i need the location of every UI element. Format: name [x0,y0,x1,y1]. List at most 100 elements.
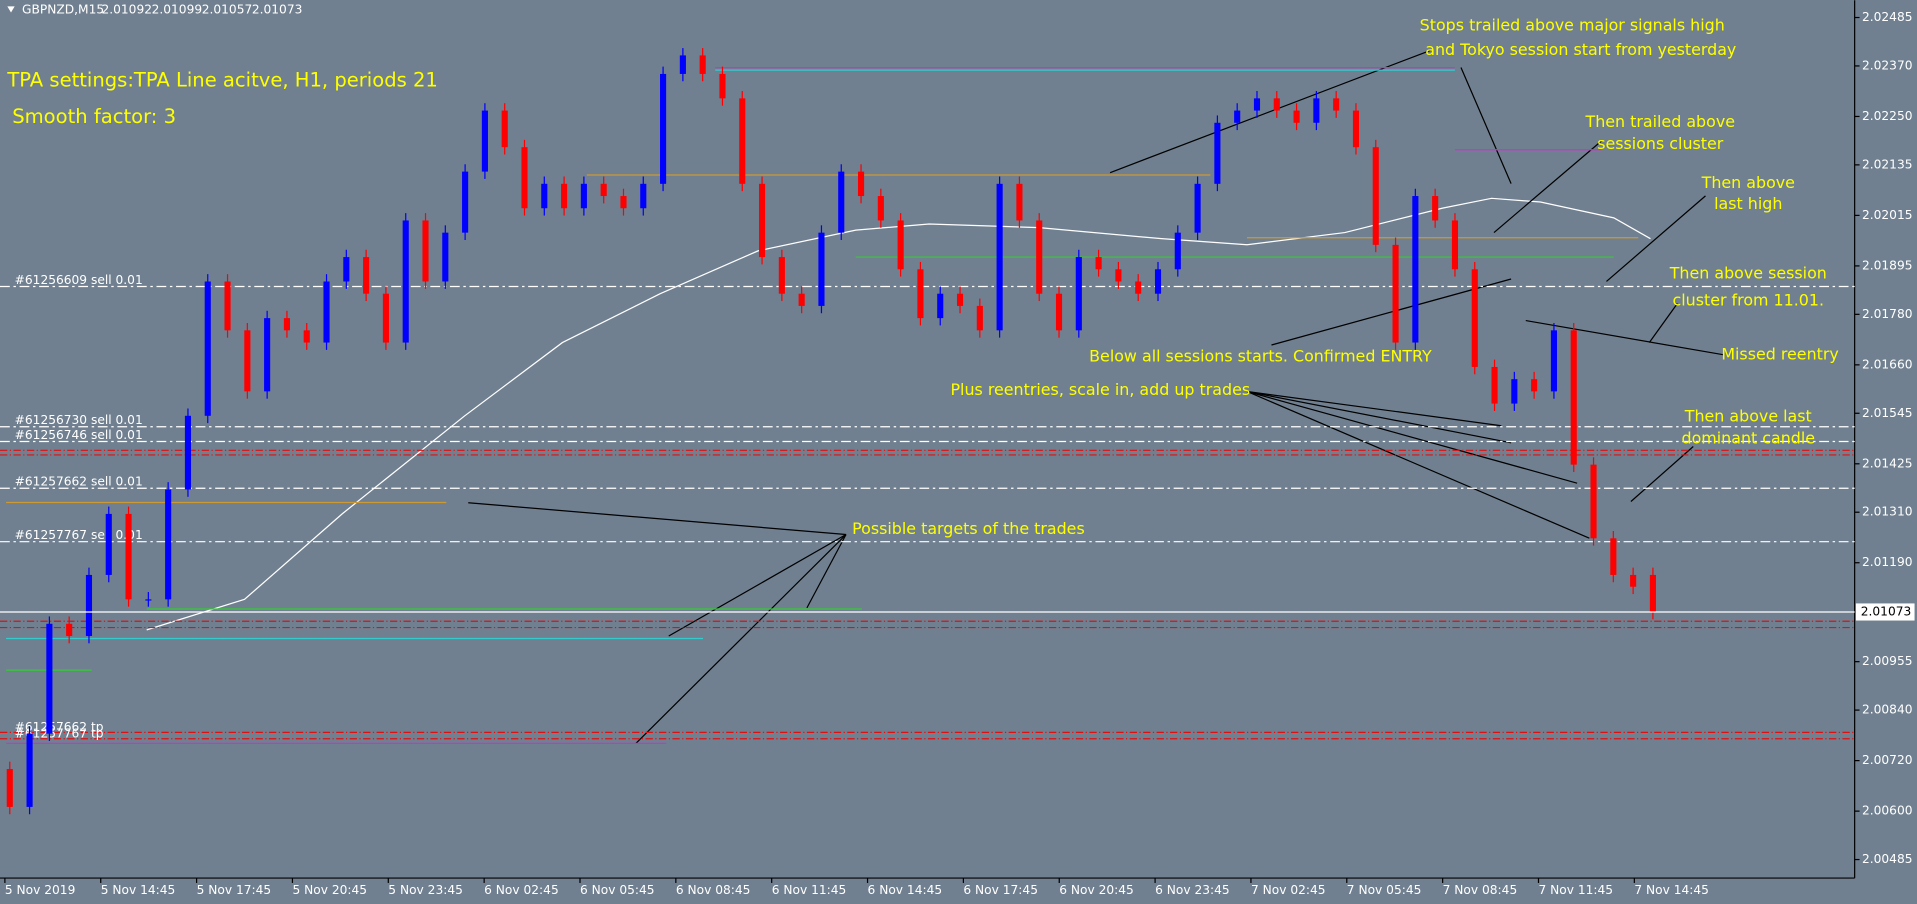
candle [521,147,528,209]
candle [1630,574,1637,587]
x-tick-label: 6 Nov 11:45 [772,883,847,897]
candle [798,293,805,306]
candle [1451,220,1459,270]
y-tick-label: 2.01895 [1862,258,1913,272]
x-tick-label: 7 Nov 14:45 [1634,883,1709,897]
quote: 2.01057 [202,3,253,17]
candle [976,305,983,331]
candle [897,220,904,270]
candle [818,232,825,306]
y-tick-label: 2.00720 [1862,753,1913,767]
annotation: Then above session [1669,264,1827,283]
candle [264,318,271,392]
candle [1095,257,1102,270]
y-tick-label: 2.00840 [1862,703,1913,717]
order-label: #61256730 sell 0.01 [15,413,143,427]
candle [1174,232,1181,270]
header: GBPNZD,M15 2.01092 2.01099 2.01057 2.010… [7,3,302,17]
candle [541,183,548,209]
candle [1273,98,1280,111]
annotation: Stops trailed above major signals high [1420,15,1725,34]
annotation: TPA settings:TPA Line acitve, H1, period… [6,68,438,91]
y-tick-label: 2.02015 [1862,208,1913,222]
candle [778,257,785,294]
candle [600,183,607,197]
x-tick-label: 6 Nov 17:45 [963,883,1038,897]
candle [996,183,1003,331]
quote: 2.01099 [152,3,203,17]
candle [1313,98,1320,123]
x-tick-label: 5 Nov 23:45 [388,883,463,897]
candle [1550,330,1557,392]
candle [303,330,310,343]
candle [422,220,429,282]
candle [26,733,33,807]
candle [363,257,370,294]
x-tick-label: 5 Nov 14:45 [101,883,176,897]
quote: 2.01092 [101,3,152,17]
candle [1352,110,1360,148]
order-label: #61256746 sell 0.01 [15,428,143,442]
candle [442,232,449,282]
current-price-box [1855,603,1915,621]
tp-label: #61257767 tp [15,726,104,740]
candle [283,318,290,331]
current-price-label: 2.01073 [1861,604,1912,618]
x-tick-label: 7 Nov 02:45 [1251,883,1326,897]
candle [561,183,568,209]
candle [679,55,686,74]
candle [1333,98,1340,111]
y-tick-label: 2.00600 [1862,804,1913,818]
candle [402,220,409,343]
candle [1115,269,1122,282]
x-tick-label: 5 Nov 17:45 [197,883,272,897]
candle [699,55,706,74]
candle [1253,98,1261,111]
x-tick-label: 6 Nov 05:45 [580,883,655,897]
tp-label: #61257662 tp [15,720,104,734]
candle [46,623,53,734]
annotation: Then trailed above [1585,112,1736,131]
annotation: sessions cluster [1597,134,1724,153]
y-tick-label: 2.02135 [1862,157,1913,171]
candle [1372,147,1379,245]
y-tick-label: 2.01780 [1862,307,1913,321]
annotation-lines [468,49,1724,745]
x-tick-label: 6 Nov 08:45 [676,883,751,897]
order-label: #61256609 sell 0.01 [15,273,143,287]
candle [6,769,13,807]
x-tick-label: 7 Nov 05:45 [1347,883,1422,897]
candle [759,183,766,258]
candle [838,171,845,233]
x-tick-label: 5 Nov 20:45 [292,883,367,897]
candle [640,183,647,209]
candle [1234,110,1241,123]
candle [1075,257,1082,331]
candle [145,599,152,601]
candle [1055,293,1063,331]
candle [937,293,944,319]
candle [1016,183,1023,221]
annotation: Possible targets of the trades [852,519,1085,538]
candle [1531,379,1538,392]
candle [165,489,172,600]
candle [620,196,627,209]
candle [105,513,112,575]
candle [877,196,884,221]
x-tick-label: 7 Nov 11:45 [1538,883,1613,897]
candle [184,415,192,490]
y-tick-label: 2.02370 [1862,58,1913,72]
candle [1649,574,1656,612]
candle [660,73,667,184]
annotation: cluster from 11.01. [1673,291,1825,310]
candle [85,574,93,636]
x-tick-label: 7 Nov 08:45 [1443,883,1518,897]
candle [244,330,251,392]
candle [125,513,132,600]
annotation: Below all sessions starts. Confirmed ENT… [1089,347,1432,366]
candle [224,281,231,331]
candle [66,623,73,636]
candle [917,269,924,319]
annotation: Missed reentry [1721,344,1838,363]
candle [1471,269,1478,367]
